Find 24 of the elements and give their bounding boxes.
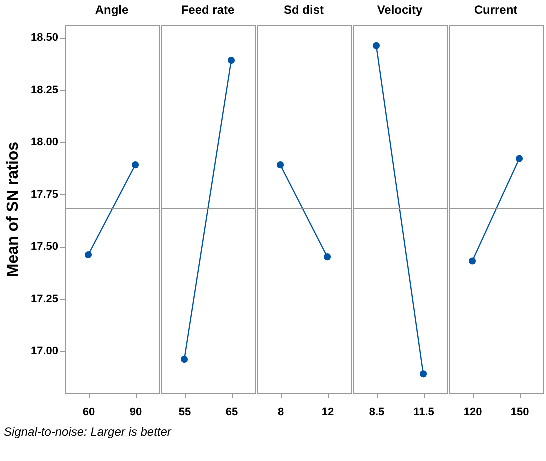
chart-title: Velocity: [377, 3, 424, 17]
x-tick-label: 12: [322, 406, 334, 418]
x-tick-label: 120: [464, 406, 482, 418]
x-tick-label: 8.5: [369, 406, 385, 418]
y-tick-label: 17.50: [30, 241, 58, 254]
y-tick-label: 17.25: [30, 293, 58, 306]
chart-title: Current: [474, 3, 518, 17]
x-tick-label: 90: [130, 406, 142, 418]
y-tick-label: 17.75: [30, 188, 58, 201]
text: Signal-to-noise: Larger is better: [4, 425, 173, 439]
y-axis-title: Mean of SN ratios: [4, 142, 22, 278]
y-tick-label: 17.00: [30, 346, 58, 358]
x-tick-label: 11.5: [414, 406, 434, 418]
chart-title: Sd dist: [284, 3, 324, 17]
x-tick-label: 8: [278, 406, 284, 418]
y-tick-label: 18.50: [30, 32, 58, 44]
y-tick-label: 18.25: [30, 84, 58, 96]
x-tick-label: 60: [82, 406, 96, 418]
y-tick-label: 18.00: [30, 136, 58, 149]
x-tick-label: 150: [510, 406, 530, 418]
x-tick-label: 55: [178, 406, 192, 418]
chart-title: Angle: [95, 3, 129, 17]
x-tick-label: 65: [226, 406, 238, 418]
chart-title: Feed rate: [181, 3, 235, 17]
